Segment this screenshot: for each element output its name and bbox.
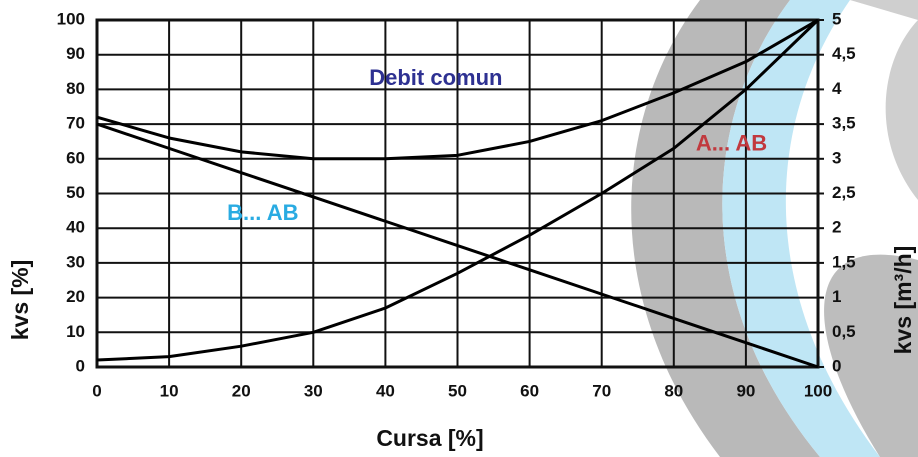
y2-tick-label: 0,5 <box>832 322 856 341</box>
y-tick-label: 100 <box>57 9 85 28</box>
y-axis-title: kvs [%] <box>7 260 33 341</box>
y2-tick-label: 0 <box>832 356 841 375</box>
x-tick-label: 50 <box>448 381 467 400</box>
y2-tick-label: 4,5 <box>832 44 856 63</box>
x-axis-title: Cursa [%] <box>376 425 483 451</box>
x-tick-label: 100 <box>804 381 832 400</box>
y2-tick-label: 3 <box>832 148 841 167</box>
y-tick-label: 20 <box>66 287 85 306</box>
series-label: Debit comun <box>369 65 502 90</box>
series-label: A... AB <box>696 131 767 156</box>
y-tick-label: 30 <box>66 252 85 271</box>
y-tick-label: 90 <box>66 44 85 63</box>
y-tick-label: 0 <box>76 356 85 375</box>
x-tick-label: 0 <box>92 381 101 400</box>
y2-tick-label: 5 <box>832 9 841 28</box>
x-tick-label: 10 <box>160 381 179 400</box>
y-tick-label: 60 <box>66 148 85 167</box>
y2-tick-label: 3,5 <box>832 114 856 133</box>
y2-tick-label: 2,5 <box>832 183 856 202</box>
x-tick-label: 20 <box>232 381 251 400</box>
y2-axis-title: kvs [m³/h] <box>890 246 916 355</box>
x-tick-label: 60 <box>520 381 539 400</box>
y2-tick-label: 4 <box>832 79 842 98</box>
y2-tick-label: 2 <box>832 218 841 237</box>
x-tick-label: 80 <box>664 381 683 400</box>
x-tick-label: 90 <box>736 381 755 400</box>
series-label: B... AB <box>227 200 298 225</box>
y2-tick-label: 1 <box>832 287 841 306</box>
y2-tick-label: 1,5 <box>832 252 856 271</box>
x-tick-label: 40 <box>376 381 395 400</box>
chart: Cursa [%] kvs [%] kvs [m³/h] 01020304050… <box>0 0 918 457</box>
y-tick-label: 40 <box>66 218 85 237</box>
y-tick-label: 10 <box>66 322 85 341</box>
x-tick-label: 70 <box>592 381 611 400</box>
y-tick-label: 50 <box>66 183 85 202</box>
x-tick-label: 30 <box>304 381 323 400</box>
y-tick-label: 80 <box>66 79 85 98</box>
y-tick-label: 70 <box>66 114 85 133</box>
